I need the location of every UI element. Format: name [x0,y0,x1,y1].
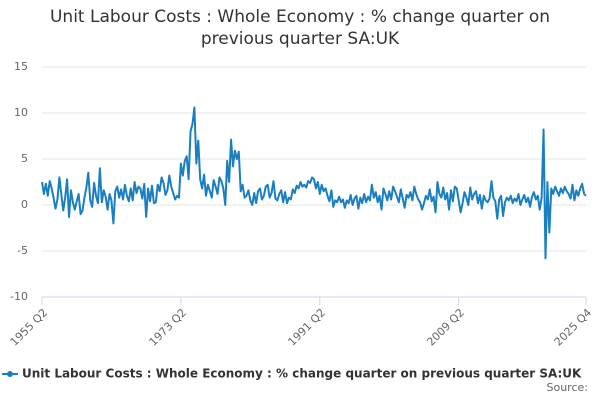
y-tick-label: 0 [21,198,28,211]
y-tick-label: 10 [14,106,28,119]
legend-label: Unit Labour Costs : Whole Economy : % ch… [22,367,582,381]
y-tick-label: 5 [21,152,28,165]
source: Source: [547,381,589,394]
y-tick-label: -10 [10,290,28,303]
legend-marker [7,371,13,377]
x-tick-label: 2025 Q4 [552,306,595,349]
series-line [41,106,587,260]
x-tick-label: 1991 Q2 [285,306,328,349]
x-tick-label: 1955 Q2 [8,306,51,349]
x-tick-label: 2009 Q2 [424,306,467,349]
x-tick-label: 1973 Q2 [147,306,190,349]
y-tick-label: 15 [14,60,28,73]
chart-title: Unit Labour Costs : Whole Economy : % ch… [49,7,551,49]
y-tick-label: -5 [17,244,28,257]
